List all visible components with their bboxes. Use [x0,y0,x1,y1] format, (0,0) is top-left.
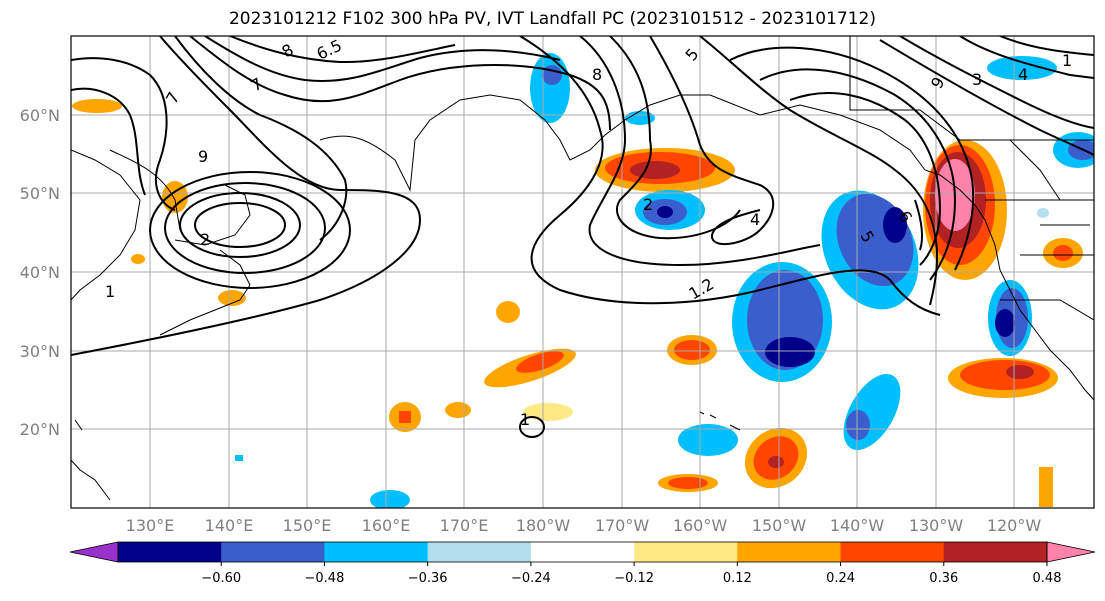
lon-label: 140°W [830,516,885,535]
colorbar-tick-label: 0.36 [929,571,958,586]
colorbar-tick-label: −0.24 [511,571,551,586]
pv-contour [174,36,348,241]
pv-contour [71,57,176,211]
lon-label: 120°W [987,516,1042,535]
colorbar-segment [530,542,635,562]
lon-label: 170°E [440,516,489,535]
lon-label: 140°E [205,516,254,535]
coastlines [71,36,1094,501]
pv-contour [149,171,351,289]
pv-contour [229,36,456,64]
lon-label: 130°W [909,516,964,535]
contour-label: 1 [1062,51,1072,70]
lat-label: 20°N [20,420,60,439]
colorbar-segment [737,542,842,562]
lon-label: 150°E [283,516,332,535]
longitude-labels: 130°E 140°E 150°E 160°E 170°E 180°W 170°… [126,516,1042,535]
colorbar-tick-labels: −0.60 −0.48 −0.36 −0.24 −0.12 0.12 0.24 0.36 0.4… [201,562,1062,586]
lat-label: 40°N [20,263,60,282]
colorbar-tick-label: −0.60 [201,571,241,586]
colorbar-extend-max [1046,541,1096,563]
lat-label: 60°N [20,106,60,125]
colorbar-segment [118,542,222,562]
lon-label: 130°E [126,516,175,535]
contour-label: 3 [972,70,982,89]
colorbar-outline [117,541,1048,563]
map-gridlines [71,36,1094,508]
pv-contour [579,36,821,267]
pv-contour [71,36,422,356]
pv-contour [914,199,924,251]
lon-label: 180°W [516,516,571,535]
colorbar-segment [221,542,325,562]
colorbar-tick-label: 0.24 [826,571,855,586]
contour-label: 2 [200,230,210,249]
map-title: 2023101212 F102 300 hPa PV, IVT Landfall… [228,9,876,29]
colorbar-segment [943,542,1048,562]
contour-label: 4 [1018,65,1028,84]
contour-label: 4 [750,210,760,229]
pv-contour [519,36,941,316]
pv-contour [879,39,1094,156]
pv-contour [609,36,741,240]
colorbar-tick-label: 0.48 [1033,571,1062,586]
contour-label: 8 [592,65,602,84]
pv-contours [71,36,1094,438]
colorbar-tick-label: −0.12 [614,571,654,586]
colorbar-segment [634,542,738,562]
lon-label: 160°W [673,516,728,535]
colorbar-tick-label: −0.36 [408,571,448,586]
colorbar-segment [324,542,429,562]
pv-contour [204,36,561,82]
colorbar-tick-label: −0.48 [305,571,345,586]
pv-contour [729,46,975,271]
pv-contour [789,91,942,266]
pv-contour [179,192,301,258]
colorbar-segment [840,542,945,562]
colorbar-extend-min [69,541,119,563]
pv-contour [959,36,1094,79]
map-border [70,35,1095,509]
contour-label: 9 [198,147,208,166]
pv-contour [189,36,611,131]
colorbar-tick-label: 0.12 [723,571,752,586]
lat-label: 30°N [20,342,60,361]
pv-contour [999,36,1094,56]
pv-contour [699,36,939,306]
lon-label: 170°W [595,516,650,535]
contour-label: 1 [105,282,115,301]
pv-contour [194,202,286,248]
colorbar [69,541,1096,563]
lon-label: 150°W [752,516,807,535]
pv-contour [899,36,1094,129]
contour-label: 1 [520,410,530,429]
colorbar-segment [427,542,532,562]
contour-label: 2 [643,195,653,214]
pv-contour [164,182,326,274]
lat-label: 50°N [20,184,60,203]
pv-contour [71,87,146,196]
pv-contour [759,68,957,281]
lon-label: 160°E [362,516,411,535]
pv-contour [649,36,775,246]
latitude-labels: 60°N 50°N 40°N 30°N 20°N [20,106,60,439]
pv-contour [519,416,545,438]
